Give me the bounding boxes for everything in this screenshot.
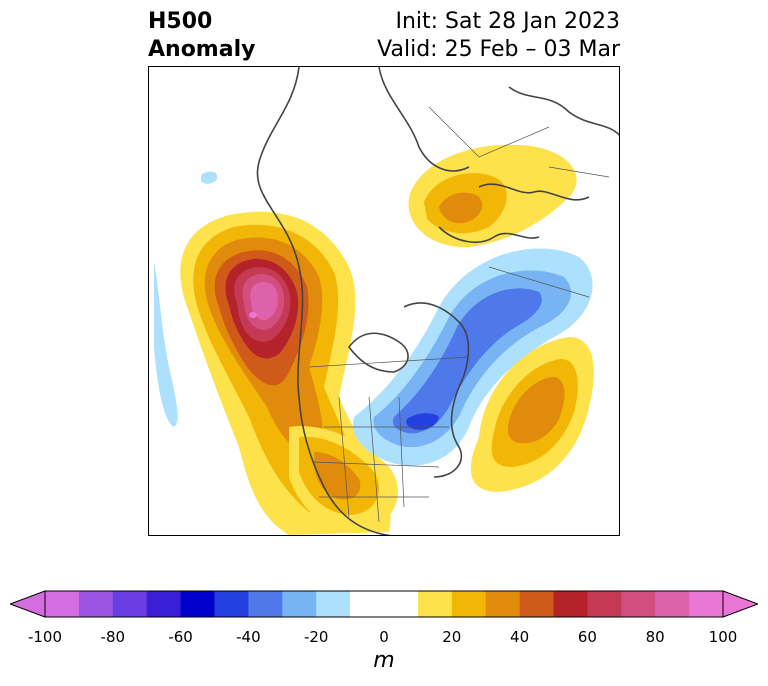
western-us-ridge xyxy=(289,426,398,532)
political-borders xyxy=(308,106,610,523)
colorbar-over-arrow xyxy=(722,590,758,618)
colorbar-cell xyxy=(78,591,114,617)
colorbar-tick-label: 20 xyxy=(442,628,462,646)
colorbar-under-arrow xyxy=(10,590,46,618)
colorbar-tick-label: 40 xyxy=(510,628,530,646)
valid-range: Valid: 25 Feb – 03 Mar xyxy=(377,37,620,62)
colorbar-tick-label: 0 xyxy=(379,628,389,646)
colorbar-tick-label: -20 xyxy=(303,628,329,646)
map-canvas xyxy=(154,67,619,535)
colorbar-cell xyxy=(451,591,487,617)
colorbar-cell xyxy=(485,591,521,617)
siberian-ridge xyxy=(408,144,577,248)
colorbar-cell xyxy=(621,591,656,617)
small-negative-patch xyxy=(201,171,218,184)
colorbar-cell xyxy=(316,591,351,617)
colorbar-cell xyxy=(146,591,182,617)
colorbar-cell xyxy=(112,591,148,617)
colorbar-cell xyxy=(655,591,690,617)
colorbar-tick-label: -80 xyxy=(100,628,126,646)
colorbar-outline xyxy=(44,590,724,618)
anomaly-map xyxy=(148,66,620,536)
colorbar-cell xyxy=(45,591,80,617)
colorbar-cell xyxy=(214,591,249,617)
colorbar-unit-label: m xyxy=(373,648,395,673)
colorbar-tick-label: 60 xyxy=(577,628,597,646)
atlantic-ridge xyxy=(470,337,594,492)
colorbar-cell xyxy=(248,591,283,617)
pacific-negative-patch xyxy=(154,262,178,427)
colorbar-tick-label: 80 xyxy=(645,628,665,646)
colorbar-cell xyxy=(180,591,215,617)
title-variable: H500 xyxy=(148,9,213,34)
colorbar-tick-label: 100 xyxy=(708,628,738,646)
init-date: Init: Sat 28 Jan 2023 xyxy=(395,9,620,34)
colorbar-tick-label: -60 xyxy=(168,628,193,646)
colorbar-cell xyxy=(519,591,554,617)
date-block: Init: Sat 28 Jan 2023 Valid: 25 Feb – 03… xyxy=(377,8,620,64)
colorbar-tick-label: -100 xyxy=(27,628,63,646)
colorbar-cell xyxy=(282,591,317,617)
colorbar-cell xyxy=(350,591,419,617)
coastlines xyxy=(256,67,619,535)
title-block: H500 Anomaly xyxy=(148,8,255,64)
colorbar-tick-label: -40 xyxy=(236,628,261,646)
colorbar xyxy=(10,590,758,618)
colorbar-cell xyxy=(689,591,724,617)
title-field: Anomaly xyxy=(148,37,256,62)
colorbar-cell xyxy=(417,591,453,617)
colorbar-cell xyxy=(553,591,588,617)
colorbar-cell xyxy=(587,591,622,617)
